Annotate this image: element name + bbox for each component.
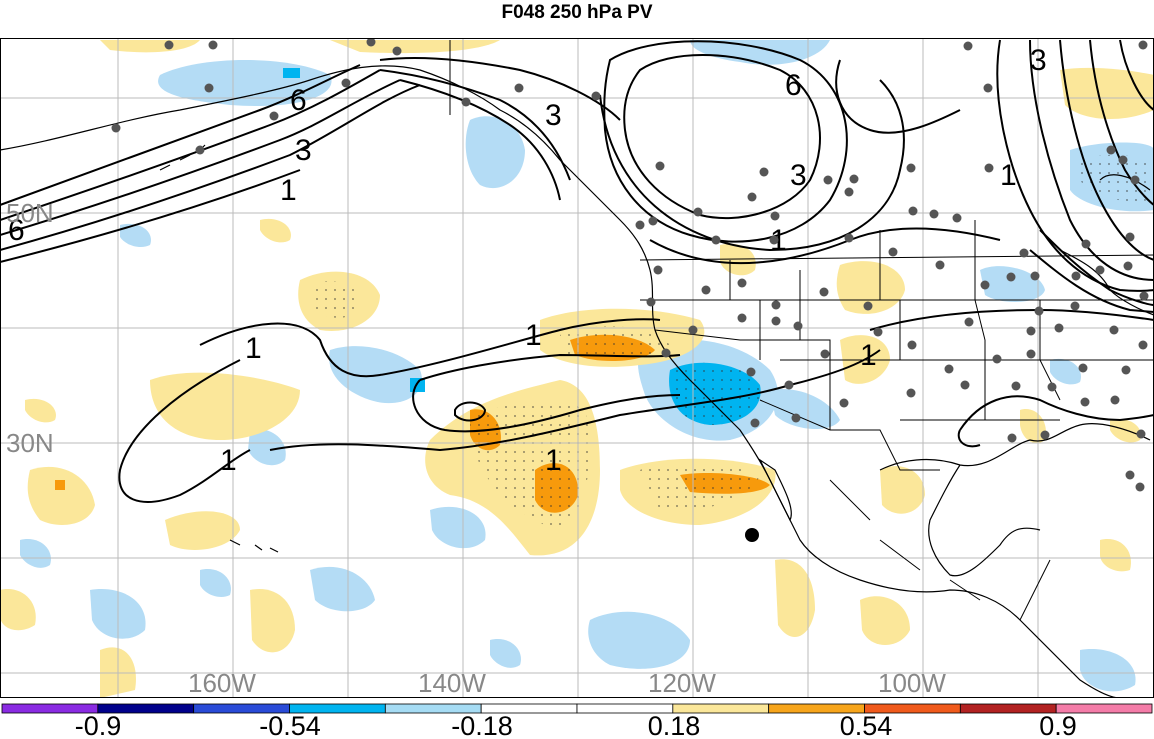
lon-label-140w: 140W xyxy=(418,668,486,698)
map-frame xyxy=(0,38,1154,698)
colorbar-label: -0.9 xyxy=(75,711,122,739)
map-title: F048 250 hPa PV xyxy=(501,2,653,23)
contour-label-1: 1 xyxy=(1000,159,1017,192)
marker-dot xyxy=(745,528,759,542)
colorbar-label: -0.18 xyxy=(451,711,513,739)
station-dots xyxy=(111,38,1149,492)
lon-label-120w: 120W xyxy=(648,668,716,698)
lat-label-30n: 30N xyxy=(6,428,54,458)
political-borders xyxy=(449,40,1154,621)
colorbar-label: 0.9 xyxy=(1039,711,1077,739)
contour-label-6: 6 xyxy=(8,214,25,247)
contour-label-3: 3 xyxy=(545,99,562,132)
colorbar-swatch xyxy=(1055,703,1153,714)
lat-lon-grid xyxy=(0,38,1154,698)
negative-anomaly-fills xyxy=(20,40,1154,692)
colorbar-label: 0.18 xyxy=(648,711,701,739)
contour-label-1: 1 xyxy=(220,444,237,477)
contour-label-3: 3 xyxy=(790,159,807,192)
lon-label-100w: 100W xyxy=(878,668,946,698)
colorbar-label: 0.54 xyxy=(840,711,893,739)
positive-anomaly-fills xyxy=(0,40,1154,698)
contour-label-1: 1 xyxy=(545,444,562,477)
pv-contours xyxy=(0,39,1154,503)
significance-stippling xyxy=(310,154,1150,530)
contour-label-3: 3 xyxy=(295,134,312,167)
contour-label-6: 6 xyxy=(290,84,307,117)
contour-label-6: 6 xyxy=(785,69,802,102)
colorbar-label: -0.54 xyxy=(259,711,321,739)
colorbar xyxy=(1,703,1153,714)
contour-label-3: 3 xyxy=(1030,44,1047,77)
contour-label-1: 1 xyxy=(525,319,542,352)
lon-label-160w: 160W xyxy=(188,668,256,698)
contour-label-1: 1 xyxy=(280,174,297,207)
lat-label-50n: 50N xyxy=(6,198,54,228)
contour-label-1: 1 xyxy=(245,332,262,365)
contour-label-1: 1 xyxy=(860,339,877,372)
